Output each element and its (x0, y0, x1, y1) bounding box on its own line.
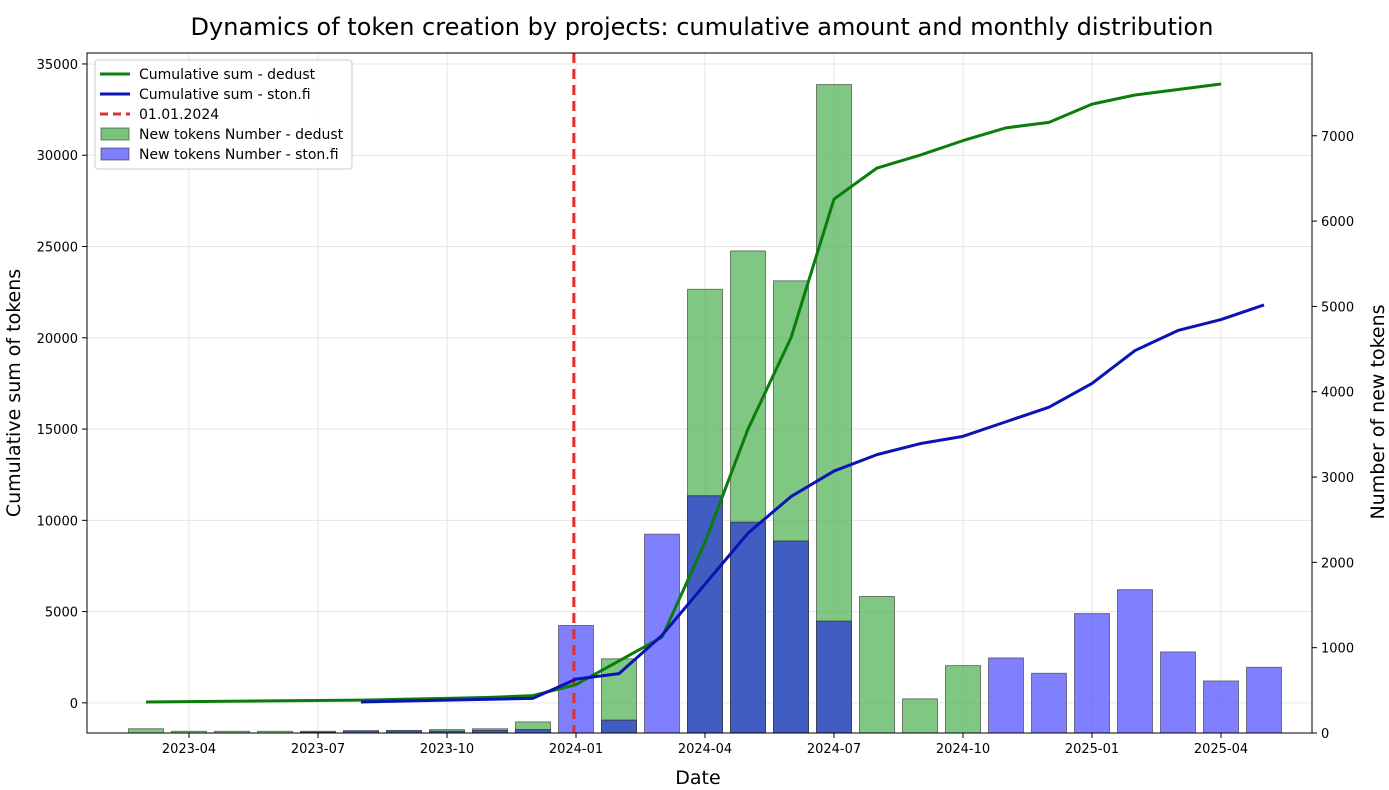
legend-item-label: Cumulative sum - ston.fi (139, 87, 311, 103)
y-left-tick-label: 30000 (37, 149, 78, 164)
bar-layer (128, 84, 1282, 734)
y-right-tick-label: 7000 (1321, 130, 1354, 145)
y-left-tick-label: 35000 (37, 58, 78, 73)
bar-ston (1203, 680, 1239, 734)
legend-item-label: New tokens Number - ston.fi (139, 147, 339, 163)
y-left-tick-label: 15000 (37, 423, 78, 438)
legend-item-label: New tokens Number - dedust (139, 127, 344, 143)
y-right-tick-label: 2000 (1321, 556, 1354, 571)
y-right-tick-label: 1000 (1321, 642, 1354, 657)
bar-dedust (945, 665, 981, 734)
x-tick-label: 2024-07 (807, 742, 861, 757)
x-tick-label: 2024-10 (936, 742, 990, 757)
legend-item-label: 01.01.2024 (139, 107, 219, 123)
y-left-tick-label: 5000 (45, 606, 78, 621)
bar-dedust (859, 595, 895, 734)
y-left-tick-label: 20000 (37, 332, 78, 347)
y-left-tick-label: 25000 (37, 241, 78, 256)
x-tick-label: 2023-10 (420, 742, 474, 757)
bar-ston (1246, 666, 1282, 734)
bar-overlap (687, 495, 723, 734)
y-right-tick-label: 5000 (1321, 300, 1354, 315)
y-right-tick-label: 3000 (1321, 471, 1354, 486)
x-axis-label: Date (675, 767, 720, 789)
x-tick-label: 2025-01 (1065, 742, 1119, 757)
bar-overlap (730, 521, 766, 734)
x-tick-label: 2024-04 (678, 742, 732, 757)
tick-layer: 0 5000 10000 15000 20000 25000 30000 35000 0 1000… (37, 58, 1354, 757)
bar-ston (1031, 672, 1067, 734)
x-tick-label: 2025-04 (1194, 742, 1248, 757)
line-layer (145, 82, 1265, 704)
y-axis-label-right: Number of new tokens (1367, 304, 1389, 519)
y-right-tick-label: 6000 (1321, 215, 1354, 230)
y-left-tick-label: 10000 (37, 514, 78, 529)
line-cumulative-dedust (145, 82, 1222, 704)
bar-ston (1074, 613, 1110, 734)
bar-overlap (515, 729, 551, 734)
bar-ston (988, 657, 1024, 734)
y-axis-label-left: Cumulative sum of tokens (3, 269, 25, 517)
legend-item-label: Cumulative sum - dedust (139, 67, 316, 83)
y-left-tick-label: 0 (70, 697, 78, 712)
line-cumulative-ston (360, 303, 1265, 704)
bar-ston (1117, 589, 1153, 734)
legend-swatch-bar (100, 127, 130, 141)
bar-dedust (128, 728, 164, 734)
plot-frame (86, 52, 1313, 734)
legend-swatch-bar (100, 147, 130, 161)
y-right-tick-label: 4000 (1321, 386, 1354, 401)
bar-overlap (816, 620, 852, 734)
y-right-tick-label: 0 (1321, 727, 1329, 742)
x-tick-label: 2023-07 (291, 742, 345, 757)
bar-ston (1160, 651, 1196, 734)
legend-frame (94, 59, 353, 170)
bar-overlap (773, 540, 809, 734)
bar-overlap (601, 719, 637, 734)
x-tick-label: 2023-04 (162, 742, 216, 757)
chart-title: Dynamics of token creation by projects: … (191, 13, 1214, 41)
legend: Cumulative sum - dedust Cumulative sum - … (94, 59, 353, 170)
x-tick-label: 2024-01 (549, 742, 603, 757)
bar-dedust (902, 698, 938, 734)
